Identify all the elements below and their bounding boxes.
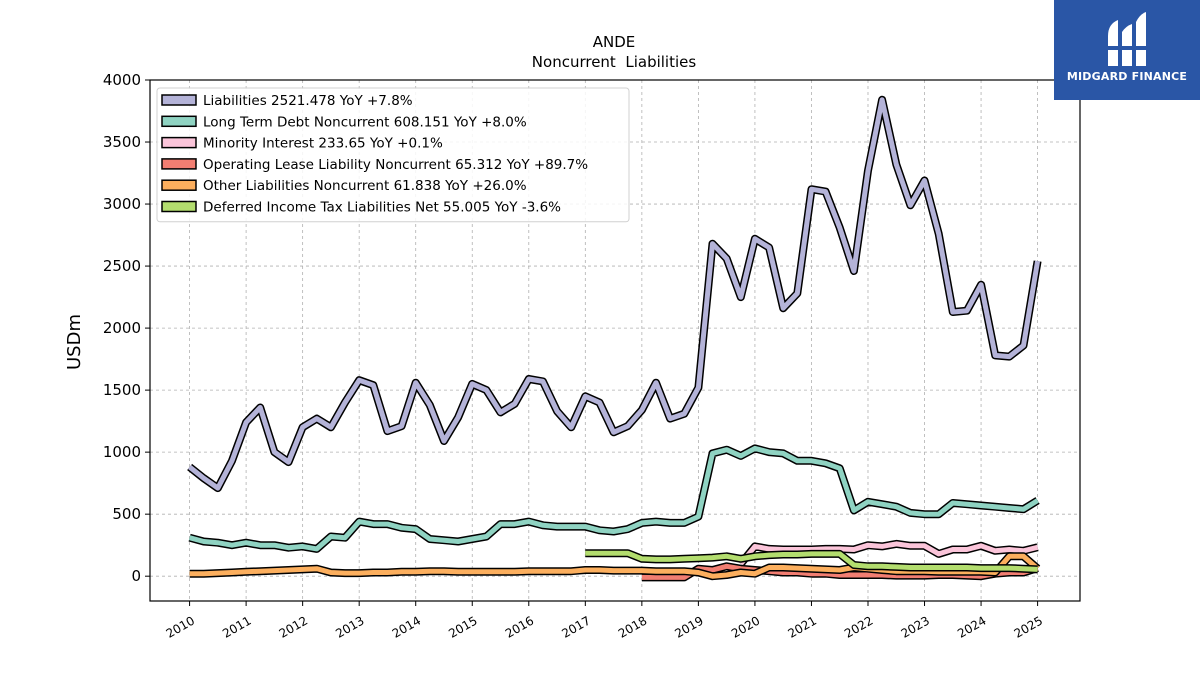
y-tick-label: 2500 (103, 257, 141, 275)
x-tick-label: 2019 (672, 613, 705, 640)
x-tick-label: 2014 (390, 613, 423, 640)
chart-subtitle: Noncurrent Liabilities (532, 53, 697, 71)
x-tick-label: 2023 (899, 613, 932, 640)
legend-entry: Operating Lease Liability Noncurrent 65.… (203, 157, 588, 173)
x-tick-label: 2024 (955, 613, 988, 640)
series-stroke (189, 553, 1040, 579)
x-tick-label: 2022 (842, 613, 875, 640)
x-tick-label: 2020 (729, 613, 762, 640)
x-tick-label: 2018 (616, 613, 649, 640)
y-ticks: 0 500 1000 1500 2000 2500 3000 3500 4000 (103, 71, 150, 585)
legend-swatch (161, 94, 197, 106)
x-tick-label: 2021 (786, 613, 819, 640)
x-ticks: 2010 2011 2012 2013 2014 2015 2016 2017 2018 2019… (164, 601, 1045, 641)
x-tick-label: 2015 (446, 613, 479, 640)
y-tick-label: 500 (112, 505, 141, 523)
series-line (187, 95, 1042, 493)
x-tick-label: 2013 (333, 613, 366, 640)
legend: Liabilities 2521.478 YoY +7.8% Long Term … (156, 87, 630, 223)
series-stroke (188, 97, 1041, 491)
legend-swatch (161, 115, 197, 128)
x-tick-label: 2016 (503, 613, 536, 640)
y-tick-label: 0 (131, 567, 141, 585)
x-tick-label: 2011 (220, 613, 253, 640)
legend-entry: Minority Interest 233.65 YoY +0.1% (203, 136, 443, 152)
y-tick-label: 3500 (103, 133, 141, 151)
x-tick-label: 2017 (559, 613, 592, 640)
series-stroke (738, 541, 1039, 566)
x-tick-label: 2012 (277, 613, 310, 640)
series-lines (187, 95, 1042, 582)
brand-name: MIDGARD FINANCE (1066, 70, 1188, 83)
y-tick-label: 3000 (103, 195, 141, 213)
legend-swatch (161, 136, 197, 149)
legend-swatch (161, 158, 197, 170)
legend-entry: Long Term Debt Noncurrent 608.151 YoY +8… (203, 114, 527, 130)
midgard-logo-icon (1106, 12, 1148, 66)
x-tick-label: 2010 (164, 613, 197, 640)
legend-swatch (161, 179, 197, 191)
y-tick-label: 4000 (103, 71, 141, 89)
legend-box (156, 87, 630, 223)
series-line (585, 549, 1038, 574)
legend-swatch (161, 200, 197, 213)
series-stroke (585, 550, 1038, 572)
series-line (188, 444, 1040, 553)
y-axis-label: USDm (64, 314, 85, 370)
series-line (737, 539, 1039, 567)
y-tick-label: 1500 (103, 381, 141, 399)
brand-logo: MIDGARD FINANCE (1054, 0, 1200, 100)
y-tick-label: 2000 (103, 319, 141, 337)
legend-entry: Liabilities 2521.478 YoY +7.8% (203, 93, 413, 109)
series-stroke (188, 445, 1039, 552)
chart-title: ANDE (593, 33, 636, 51)
y-tick-label: 1000 (103, 443, 141, 461)
series-line (189, 552, 1041, 581)
legend-entry: Deferred Income Tax Liabilities Net 55.0… (203, 200, 561, 216)
legend-entry: Other Liabilities Noncurrent 61.838 YoY … (203, 178, 527, 194)
x-tick-label: 2025 (1012, 613, 1045, 640)
plot-frame (149, 79, 1081, 602)
